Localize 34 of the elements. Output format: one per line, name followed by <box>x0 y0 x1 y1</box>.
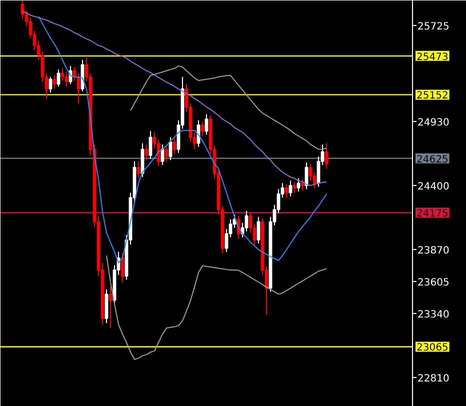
y-tick-label: 25725 <box>418 22 450 32</box>
y-tick-label: 23340 <box>418 310 450 321</box>
candlestick <box>296 178 300 192</box>
candlestick <box>148 130 152 160</box>
candlestick <box>292 181 296 194</box>
line-series <box>130 65 327 150</box>
line-series <box>106 255 327 360</box>
candlestick <box>108 286 112 329</box>
candlestick <box>284 184 288 198</box>
candlestick <box>256 216 260 244</box>
ref-line-label: 24175 <box>416 208 448 220</box>
ref-line-label: 25152 <box>416 90 448 102</box>
candlestick <box>200 121 204 136</box>
candlestick <box>324 142 328 170</box>
y-tick-label: 23605 <box>418 278 450 289</box>
candlestick <box>56 69 60 87</box>
candlestick <box>204 114 208 136</box>
candlestick <box>244 210 248 232</box>
ref-line-label: 25473 <box>416 52 448 63</box>
candlestick <box>308 163 312 182</box>
y-tick-label: 23870 <box>418 246 450 257</box>
candlestick <box>172 138 176 155</box>
candlestick <box>60 68 64 81</box>
y-tick-label: 22810 <box>418 374 450 385</box>
ref-line-label: 24625 <box>416 154 448 166</box>
candlestick <box>52 75 56 90</box>
candlestick <box>48 76 52 94</box>
y-tick-label: 24930 <box>418 118 450 129</box>
y-tick-label: 24400 <box>418 182 450 193</box>
ref-line-label: 23065 <box>416 342 448 354</box>
candlestick <box>136 160 140 179</box>
candlestick <box>288 180 292 197</box>
candlestick <box>144 144 148 161</box>
candlestick <box>300 178 304 191</box>
